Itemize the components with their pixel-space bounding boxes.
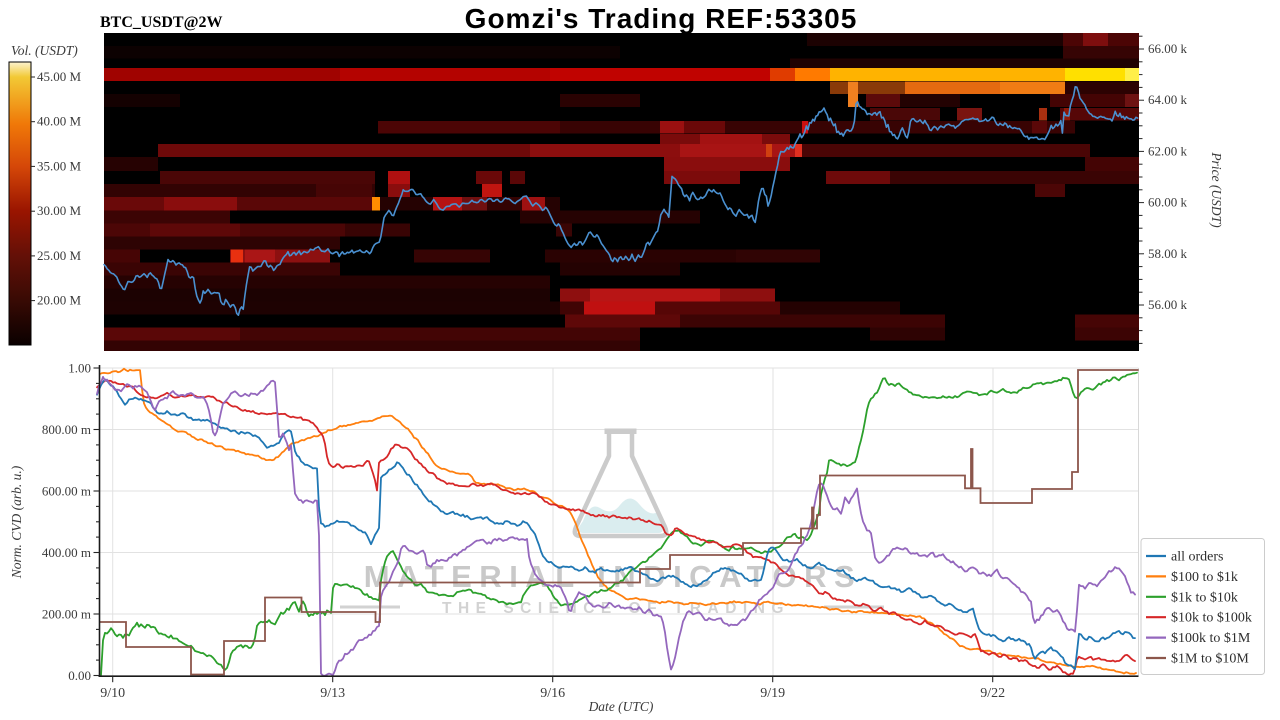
svg-text:9/16: 9/16 <box>540 686 565 701</box>
svg-text:BTC_USDT@2W: BTC_USDT@2W <box>100 14 222 31</box>
svg-text:40.00 M: 40.00 M <box>37 114 82 129</box>
svg-text:56.00 k: 56.00 k <box>1148 297 1188 312</box>
svg-text:9/13: 9/13 <box>320 686 345 701</box>
svg-text:62.00 k: 62.00 k <box>1148 143 1188 158</box>
svg-text:0.00: 0.00 <box>68 668 91 683</box>
svg-text:30.00 M: 30.00 M <box>37 203 82 218</box>
svg-text:Date (UTC): Date (UTC) <box>588 699 654 714</box>
svg-text:58.00 k: 58.00 k <box>1148 246 1188 261</box>
svg-text:9/10: 9/10 <box>100 686 125 701</box>
svg-text:200.00 m: 200.00 m <box>42 607 91 622</box>
svg-text:Gomzi's Trading REF:53305: Gomzi's Trading REF:53305 <box>465 3 858 34</box>
svg-text:66.00 k: 66.00 k <box>1148 41 1188 56</box>
svg-text:Norm. CVD (arb. u.): Norm. CVD (arb. u.) <box>9 465 24 579</box>
svg-text:Price (USDT): Price (USDT) <box>1209 151 1224 228</box>
svg-text:600.00 m: 600.00 m <box>42 484 91 499</box>
svg-text:45.00 M: 45.00 M <box>37 69 82 84</box>
svg-text:$100 to $1k: $100 to $1k <box>1171 570 1238 585</box>
svg-text:$1k to $10k: $1k to $10k <box>1171 590 1238 605</box>
svg-text:all orders: all orders <box>1171 550 1223 565</box>
svg-text:800.00 m: 800.00 m <box>42 422 91 437</box>
svg-text:400.00 m: 400.00 m <box>42 545 91 560</box>
svg-text:MATERIAL INDICATORS: MATERIAL INDICATORS <box>364 559 862 594</box>
svg-text:9/22: 9/22 <box>980 686 1005 701</box>
svg-text:25.00 M: 25.00 M <box>37 248 82 263</box>
svg-text:$100k to $1M: $100k to $1M <box>1171 631 1251 646</box>
svg-text:9/19: 9/19 <box>760 686 785 701</box>
svg-text:64.00 k: 64.00 k <box>1148 92 1188 107</box>
svg-text:20.00 M: 20.00 M <box>37 293 82 308</box>
svg-text:$10k to $100k: $10k to $100k <box>1171 611 1252 626</box>
svg-text:60.00 k: 60.00 k <box>1148 195 1188 210</box>
svg-text:Vol. (USDT): Vol. (USDT) <box>11 43 78 58</box>
svg-text:$1M to $10M: $1M to $10M <box>1171 652 1249 667</box>
svg-text:1.00: 1.00 <box>68 361 91 376</box>
svg-text:35.00 M: 35.00 M <box>37 158 82 173</box>
